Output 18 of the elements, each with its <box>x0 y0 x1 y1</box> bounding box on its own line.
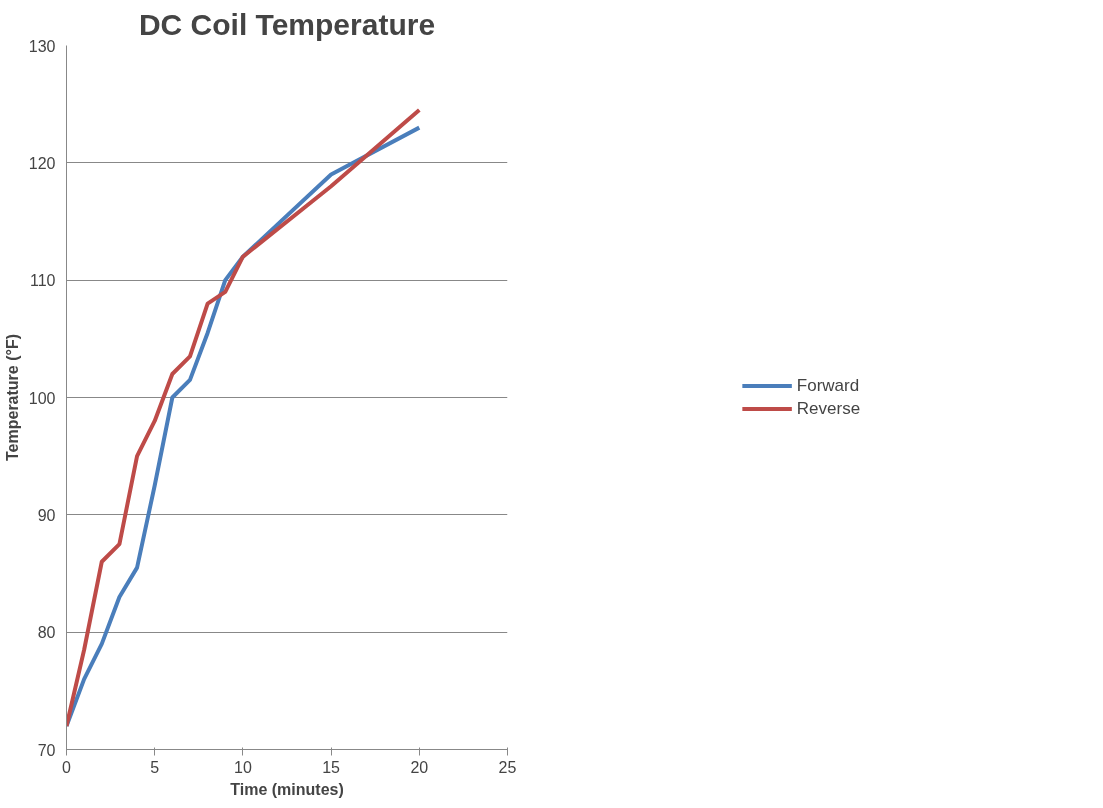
y-tick-label: 120 <box>28 154 56 172</box>
legend-label: Forward <box>796 375 860 396</box>
y-tick-label: 130 <box>28 37 56 55</box>
x-tick-label: 10 <box>234 758 252 776</box>
x-tick-label: 0 <box>62 758 72 776</box>
x-tick-label: 20 <box>410 758 429 776</box>
y-tick-label: 100 <box>28 389 56 407</box>
y-tick-label: 70 <box>37 741 56 759</box>
y-tick-label: 90 <box>37 506 56 524</box>
y-tick-label: 110 <box>29 272 56 290</box>
x-tick-label: 5 <box>150 758 160 776</box>
x-axis-title: Time (minutes) <box>230 780 344 798</box>
legend-label: Reverse <box>796 398 861 419</box>
x-tick-label: 15 <box>322 758 341 776</box>
x-tick-label: 25 <box>498 758 517 776</box>
chart-title: DC Coil Temperature <box>138 7 436 41</box>
y-axis-title: Temperature (°F) <box>3 333 21 461</box>
y-tick-label: 80 <box>37 624 56 642</box>
